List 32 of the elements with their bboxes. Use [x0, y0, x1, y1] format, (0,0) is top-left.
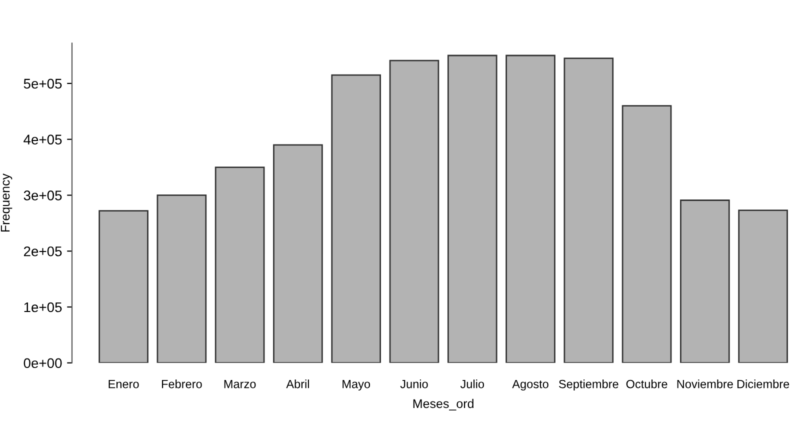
x-tick-label: Julio	[460, 380, 484, 388]
x-tick-label: Febrero	[162, 380, 202, 388]
x-tick-label: Octubre	[626, 380, 668, 388]
bar	[564, 58, 614, 363]
y-tick-label: 3e+05	[24, 190, 62, 200]
bar	[214, 166, 265, 363]
x-tick-label: Agosto	[512, 380, 548, 391]
x-axis-title: Meses_ord	[413, 398, 474, 410]
y-tick-label: 4e+05	[24, 134, 62, 144]
bar	[680, 200, 730, 363]
x-tick-label: Marzo	[224, 380, 256, 388]
x-tick-label: Mayo	[342, 380, 370, 391]
x-tick-label: Enero	[108, 380, 139, 388]
x-tick-label: Septiembre	[559, 380, 618, 391]
bar	[389, 60, 440, 363]
bar	[506, 54, 556, 363]
x-tick-label: Diciembre	[737, 380, 790, 388]
y-axis-title: Frequency	[0, 174, 12, 232]
y-tick-label: 2e+05	[24, 246, 62, 256]
bar	[98, 210, 148, 363]
y-tick-label: 1e+05	[24, 302, 62, 312]
bar	[447, 54, 498, 363]
bar	[738, 210, 788, 363]
y-tick-label: 0e+00	[24, 358, 62, 368]
y-tick-label: 5e+05	[24, 78, 62, 89]
x-tick-label: Abril	[286, 380, 309, 388]
bar	[331, 74, 382, 363]
x-tick-label: Junio	[400, 380, 428, 388]
bar	[273, 144, 323, 363]
bar	[622, 105, 672, 363]
bar	[156, 194, 207, 363]
x-tick-label: Noviembre	[677, 380, 733, 388]
